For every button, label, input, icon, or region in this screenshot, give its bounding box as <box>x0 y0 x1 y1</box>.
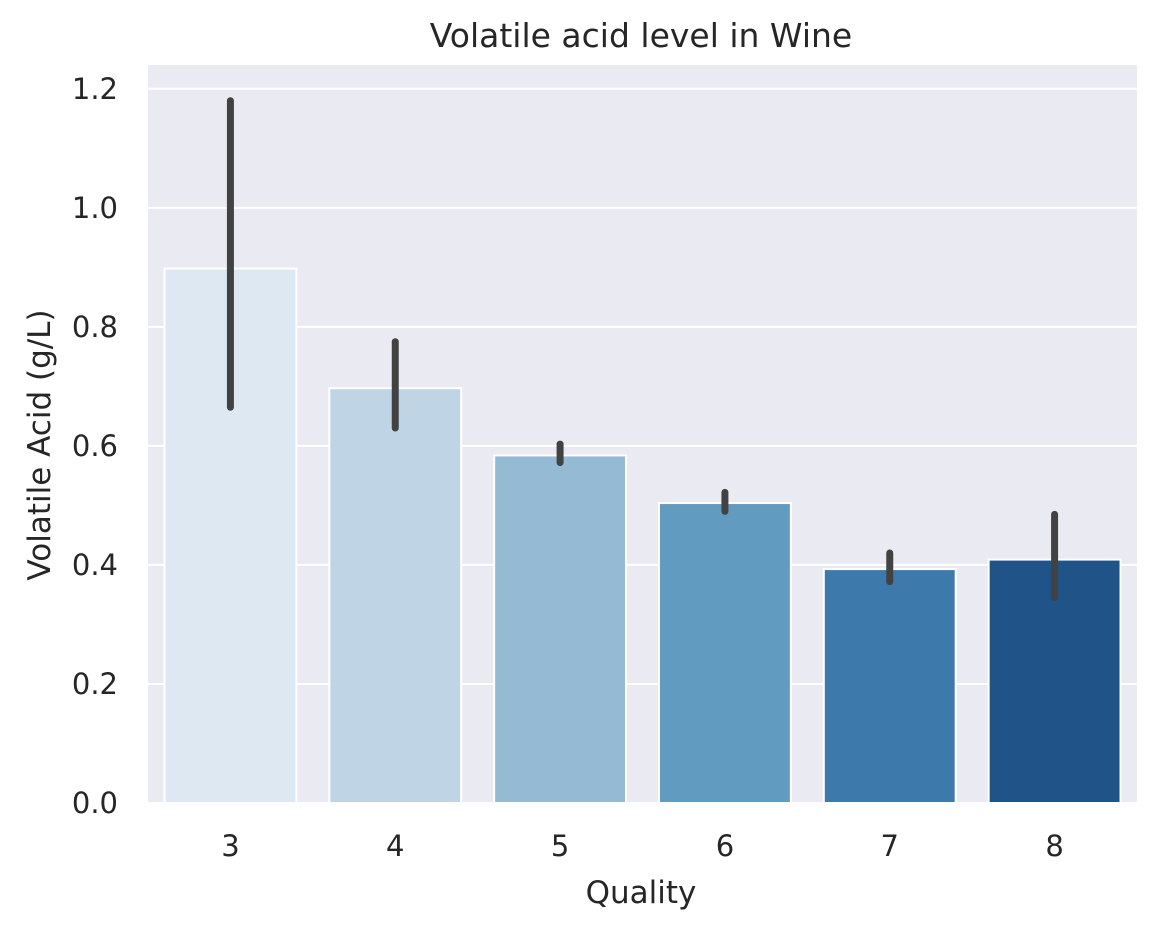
error-bars <box>226 97 1059 602</box>
x-tick-label: 4 <box>386 829 404 863</box>
y-tick-label: 0.6 <box>72 429 118 463</box>
x-axis-label: Quality <box>586 875 697 911</box>
y-tick-label: 0.4 <box>72 548 118 582</box>
plot-area <box>148 65 1137 803</box>
y-tick-label: 1.0 <box>72 191 118 225</box>
bar-quality-4 <box>328 387 463 804</box>
y-tick-label: 1.2 <box>72 72 118 106</box>
y-axis-label: Volatile Acid (g/L) <box>22 309 58 580</box>
bar-quality-7 <box>822 568 957 805</box>
x-tick-label: 8 <box>1045 829 1063 863</box>
chart-title: Volatile acid level in Wine <box>430 16 852 55</box>
x-tick-label: 6 <box>716 829 734 863</box>
y-tick-label: 0.0 <box>72 786 118 820</box>
bar-quality-5 <box>493 454 628 804</box>
y-tick-label: 0.8 <box>72 310 118 344</box>
y-tick-labels: 0.0 0.2 0.4 0.6 0.8 1.0 1.2 <box>72 72 118 820</box>
bar-quality-6 <box>657 502 792 804</box>
x-tick-label: 3 <box>221 829 239 863</box>
x-tick-label: 5 <box>551 829 569 863</box>
x-tick-labels: 3 4 5 6 7 8 <box>221 829 1064 863</box>
x-tick-label: 7 <box>881 829 899 863</box>
grid-lines <box>148 87 1137 804</box>
y-tick-label: 0.2 <box>72 667 118 701</box>
